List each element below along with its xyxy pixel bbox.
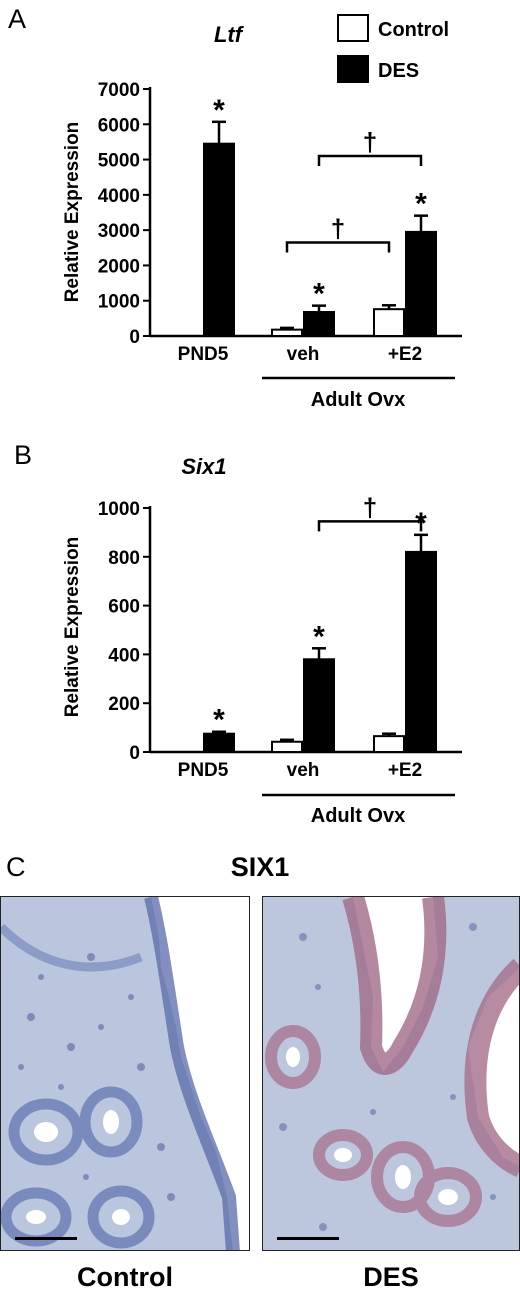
panel-letter-b: B [14, 440, 32, 470]
chart-a-bracket-mark: † [331, 213, 345, 243]
chart-a-bar [373, 308, 405, 338]
chart-a-category-label: veh [287, 344, 320, 365]
chart-a-bar [271, 328, 303, 337]
panel-letter-c: C [6, 852, 26, 882]
chart-a-group-label: Adult Ovx [311, 389, 405, 411]
chart-b-tick-label: 0 [129, 743, 140, 764]
chart-a-tick-label: 0 [129, 327, 140, 348]
chart-a-bracket [285, 241, 391, 253]
chart-b-ylabel: Relative Expression [62, 537, 83, 718]
chart-a-bar [203, 142, 235, 337]
legend-control-label: Control [378, 19, 449, 41]
chart-a-bracket-mark: † [363, 127, 377, 157]
chart-b-bar [405, 550, 437, 753]
chart-b-category-label: veh [287, 760, 320, 781]
chart-b-bar [303, 658, 335, 754]
legend: Control DES [337, 14, 449, 83]
chart-a-significance-mark: * [415, 188, 427, 221]
micrograph-des-image [263, 897, 519, 1250]
legend-des-swatch [337, 55, 369, 83]
chart-a-tick-label: 7000 [98, 80, 140, 101]
chart-a-tick-label: 6000 [98, 115, 140, 136]
chart-b-bracket [317, 520, 423, 532]
chart-b-tick-label: 800 [108, 548, 140, 569]
chart-b-significance-mark: * [313, 620, 325, 653]
micrograph-des [262, 896, 520, 1251]
panel-c-title: SIX1 [230, 852, 290, 882]
legend-control-swatch [337, 14, 369, 42]
chart-b-title: Six1 [181, 454, 226, 479]
chart-b-bar [373, 735, 405, 754]
scale-bar-des [277, 1237, 339, 1240]
chart-a-bracket [317, 154, 423, 167]
chart-a-tick-label: 4000 [98, 186, 140, 207]
chart-a-tick-label: 3000 [98, 221, 140, 242]
micrograph-control [0, 896, 250, 1251]
chart-a-ylabel: Relative Expression [62, 122, 83, 303]
chart-a-tick-label: 1000 [98, 292, 140, 313]
chart-b-significance-mark: * [213, 704, 225, 737]
chart-a-title: Ltf [214, 22, 245, 47]
chart-b-category-label: PND5 [178, 760, 229, 781]
scale-bar-control [15, 1237, 77, 1240]
chart-b-bracket-mark: † [363, 492, 377, 522]
chart-b-group-label: Adult Ovx [311, 805, 405, 827]
chart-b-category-label: +E2 [388, 760, 422, 781]
micrograph-control-image [1, 897, 249, 1250]
chart-a-category-label: +E2 [388, 344, 422, 365]
chart-a-significance-mark: * [313, 278, 325, 311]
chart-a-tick-label: 5000 [98, 151, 140, 172]
legend-des-label: DES [378, 60, 419, 82]
chart-b-tick-label: 600 [108, 597, 140, 618]
caption-control: Control [77, 1262, 173, 1292]
chart-a: 0 1000 2000 3000 4000 5000 6000 7000 PND5 veh +E2 *… [98, 80, 462, 365]
chart-a-significance-mark: * [213, 94, 225, 127]
chart-b-bar [271, 740, 303, 754]
chart-b-tick-label: 200 [108, 694, 140, 715]
chart-b-tick-label: 1000 [98, 499, 140, 520]
caption-des: DES [363, 1262, 419, 1292]
chart-a-category-label: PND5 [178, 344, 229, 365]
panel-letter-a: A [8, 4, 26, 34]
chart-a-bar [405, 230, 437, 338]
chart-a-tick-label: 2000 [98, 256, 140, 277]
chart-b-tick-label: 400 [108, 645, 140, 666]
chart-a-bar [303, 311, 335, 337]
